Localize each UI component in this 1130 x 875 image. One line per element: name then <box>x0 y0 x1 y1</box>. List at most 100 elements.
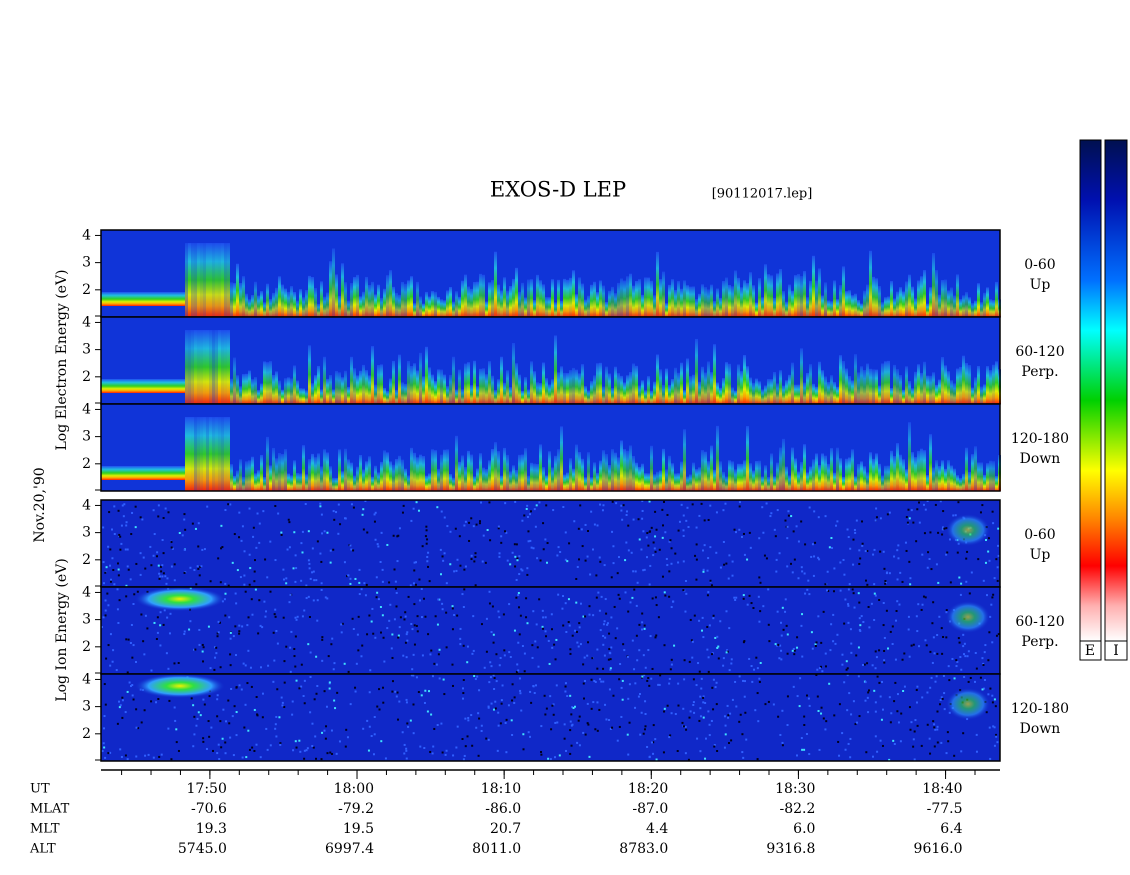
noise <box>217 620 220 623</box>
noise <box>677 682 680 685</box>
noise <box>193 733 196 736</box>
noise <box>942 674 945 677</box>
spectrogram-column <box>731 461 734 491</box>
spectrogram-column <box>218 417 221 491</box>
noise <box>635 634 638 637</box>
spectrogram-column <box>782 385 785 404</box>
noise <box>287 518 290 521</box>
spectrogram-column <box>248 460 251 491</box>
noise <box>850 651 853 654</box>
noise <box>803 723 806 726</box>
noise <box>329 561 332 564</box>
noise <box>249 567 252 570</box>
noise <box>535 684 538 687</box>
noise <box>616 627 619 630</box>
noise <box>684 752 687 755</box>
noise <box>235 686 238 689</box>
noise <box>375 576 378 579</box>
spectrogram-column <box>461 455 464 491</box>
noise <box>492 708 495 711</box>
noise <box>158 755 161 758</box>
spectrogram-column <box>458 461 461 491</box>
noise <box>873 689 876 692</box>
noise <box>521 519 524 522</box>
noise <box>393 618 396 621</box>
spectrogram-column <box>518 374 521 404</box>
spectrogram-column <box>776 462 779 491</box>
noise <box>647 649 650 652</box>
noise <box>641 509 644 512</box>
spectrogram-column <box>344 448 347 491</box>
spectrogram-column <box>320 466 323 491</box>
noise <box>784 610 787 613</box>
noise <box>121 696 124 699</box>
noise <box>563 723 566 726</box>
noise <box>702 695 705 698</box>
noise <box>246 624 249 627</box>
noise <box>158 572 161 575</box>
noise <box>677 529 680 532</box>
spectrogram-column <box>548 451 551 491</box>
spectrogram-column <box>413 363 416 404</box>
noise <box>108 511 111 514</box>
noise <box>867 605 870 608</box>
spectrogram-column <box>380 297 383 317</box>
noise <box>555 638 558 641</box>
spectrogram-column <box>446 290 449 317</box>
noise <box>383 660 386 663</box>
noise <box>564 602 567 605</box>
spectrogram-column <box>767 476 770 491</box>
spectrogram-column <box>806 297 809 317</box>
noise <box>238 511 241 514</box>
noise <box>253 580 256 583</box>
spectrogram-column <box>989 370 992 404</box>
noise <box>328 681 331 684</box>
noise <box>165 652 168 655</box>
noise <box>965 557 968 560</box>
noise <box>775 558 778 561</box>
spectrogram-column <box>758 278 761 317</box>
spectrogram-column <box>482 274 485 317</box>
spectrogram-column <box>626 276 629 317</box>
noise <box>716 635 719 638</box>
spectrogram-column <box>608 373 611 404</box>
noise <box>707 710 710 713</box>
noise <box>311 745 314 748</box>
noise <box>159 565 162 568</box>
noise <box>712 617 715 620</box>
noise <box>276 642 279 645</box>
spectrogram-column <box>410 365 413 404</box>
noise <box>231 715 234 718</box>
spectrogram-column <box>197 330 200 404</box>
noise <box>765 557 768 560</box>
noise <box>119 535 122 538</box>
spectrogram-column <box>242 276 245 317</box>
noise <box>693 614 696 617</box>
noise <box>824 728 827 731</box>
noise <box>264 558 267 561</box>
noise <box>846 667 849 670</box>
noise <box>402 504 405 507</box>
noise <box>471 744 474 747</box>
noise <box>670 547 673 550</box>
noise <box>311 722 314 725</box>
noise <box>959 593 962 596</box>
noise <box>891 625 894 628</box>
noise <box>722 664 725 667</box>
noise <box>578 715 581 718</box>
noise <box>654 535 657 538</box>
noise <box>569 648 572 651</box>
spectrogram-column <box>842 361 845 404</box>
noise <box>540 753 543 756</box>
spectrogram-column <box>416 281 419 317</box>
noise <box>642 654 645 657</box>
noise <box>505 751 508 754</box>
noise <box>440 510 443 513</box>
noise <box>941 697 944 700</box>
spectrogram-column <box>815 280 818 317</box>
spectrogram-column <box>668 284 671 317</box>
spectrogram-column <box>209 243 212 317</box>
spectrogram-column <box>530 279 533 317</box>
noise <box>283 705 286 708</box>
noise <box>935 675 938 678</box>
